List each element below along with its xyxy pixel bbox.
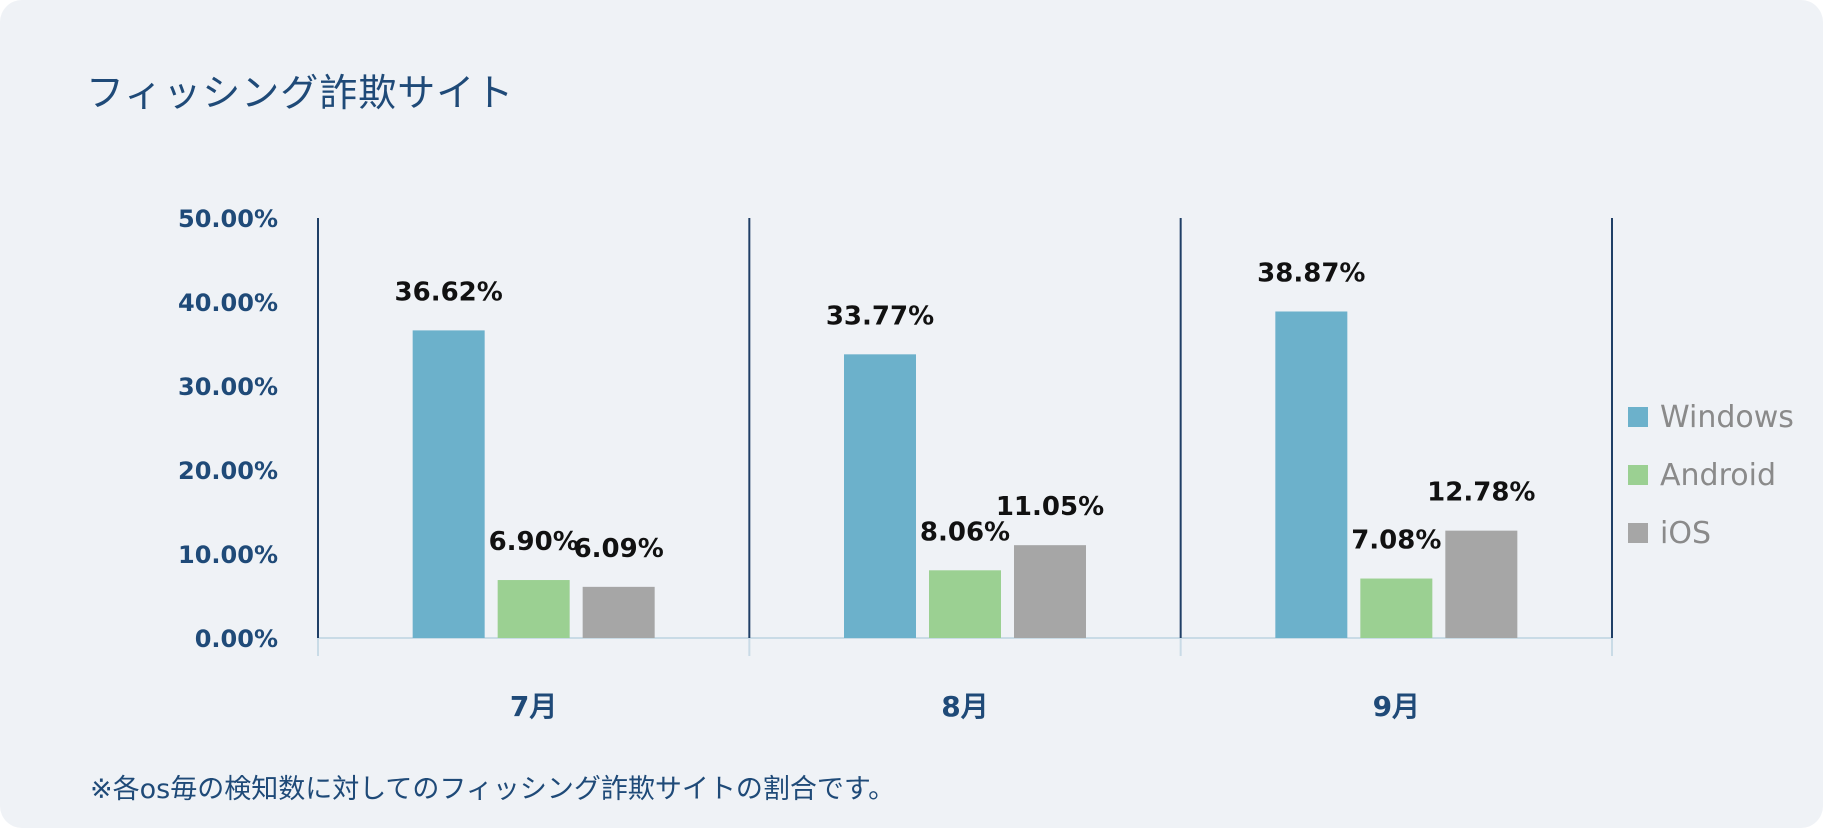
y-tick-label: 40.00% bbox=[178, 289, 278, 317]
legend-swatch bbox=[1628, 465, 1648, 485]
bar-windows-1 bbox=[412, 330, 485, 638]
data-label: 7.08% bbox=[1351, 526, 1441, 556]
y-ticks: 0.00% 10.00% 20.00% 30.00% 40.00% 50.00% bbox=[178, 205, 278, 653]
x-ticks: 7月 8月 9月 bbox=[510, 690, 1420, 723]
data-labels: 36.62% 6.90%6.09% 33.77% 8.06%11.05% 38.87% 7… bbox=[395, 258, 1536, 563]
legend-swatch bbox=[1628, 407, 1648, 427]
data-label: 12.78% bbox=[1427, 478, 1535, 508]
data-label: 6.09% bbox=[574, 534, 664, 564]
legend-item-android: Android bbox=[1628, 446, 1794, 504]
bar-ios-1 bbox=[582, 586, 655, 638]
x-tick-label: 9月 bbox=[1373, 690, 1420, 723]
legend: Windows Android iOS bbox=[1628, 388, 1794, 562]
bar-windows-3 bbox=[1275, 311, 1348, 638]
y-tick-label: 10.00% bbox=[178, 541, 278, 569]
data-label: 8.06% bbox=[920, 517, 1010, 547]
footnote: ※各os毎の検知数に対してのフィッシング詐欺サイトの割合です。 bbox=[90, 774, 896, 805]
legend-item-ios: iOS bbox=[1628, 504, 1794, 562]
bar-ios-3 bbox=[1445, 530, 1518, 638]
bar-android-2 bbox=[929, 570, 1001, 638]
bar-windows-2 bbox=[844, 354, 916, 638]
data-label: 38.87% bbox=[1257, 258, 1365, 288]
y-tick-label: 50.00% bbox=[178, 205, 278, 233]
legend-label: Android bbox=[1660, 457, 1776, 493]
chart-title: フィッシング詐欺サイト bbox=[86, 71, 515, 115]
y-tick-label: 20.00% bbox=[178, 457, 278, 485]
data-label: 11.05% bbox=[996, 492, 1104, 522]
x-tick-label: 7月 bbox=[510, 690, 557, 723]
bar-android-3 bbox=[1360, 578, 1433, 638]
x-tick-label: 8月 bbox=[941, 690, 988, 723]
legend-swatch bbox=[1628, 523, 1648, 543]
data-label: 6.90% bbox=[489, 527, 579, 557]
y-tick-label: 30.00% bbox=[178, 373, 278, 401]
bars bbox=[412, 311, 1518, 638]
legend-label: iOS bbox=[1660, 515, 1711, 551]
legend-item-windows: Windows bbox=[1628, 388, 1794, 446]
data-label: 36.62% bbox=[395, 277, 503, 307]
legend-label: Windows bbox=[1660, 399, 1794, 435]
y-tick-label: 0.00% bbox=[195, 625, 278, 653]
data-label: 33.77% bbox=[826, 301, 934, 331]
bar-android-1 bbox=[497, 580, 570, 638]
bar-ios-2 bbox=[1014, 545, 1086, 638]
